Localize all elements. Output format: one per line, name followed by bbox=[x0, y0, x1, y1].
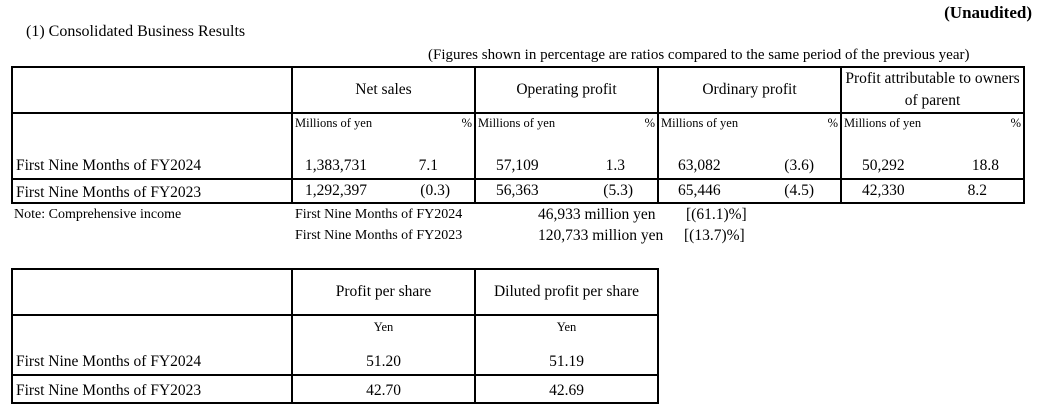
unit-percent: % bbox=[827, 116, 838, 130]
per-share-header-blank bbox=[11, 268, 293, 316]
pct-value: (3.6) bbox=[784, 157, 814, 174]
amount-value: 56,363 bbox=[496, 182, 539, 199]
profit-attributable-cell: 42,330 8.2 bbox=[840, 178, 1025, 204]
per-share-row-fy2024: First Nine Months of FY2024 Yen 51.20 Ye… bbox=[11, 314, 659, 376]
value: 51.20 bbox=[366, 353, 401, 370]
comprehensive-income-label: Note: Comprehensive income bbox=[14, 207, 182, 222]
profit-attributable-cell: Millions of yen % 50,292 18.8 bbox=[840, 112, 1025, 180]
header-profit-per-share: Profit per share bbox=[291, 268, 476, 316]
unit-millions-yen: Millions of yen bbox=[478, 116, 556, 130]
value: 42.70 bbox=[366, 382, 401, 399]
unit-millions-yen: Millions of yen bbox=[295, 116, 373, 130]
ordinary-profit-cell: Millions of yen % 63,082 (3.6) bbox=[657, 112, 842, 180]
results-row-fy2024: First Nine Months of FY2024 Millions of … bbox=[11, 112, 1025, 180]
per-share-table: Profit per share Diluted profit per shar… bbox=[11, 268, 659, 404]
row-label: First Nine Months of FY2024 bbox=[11, 314, 293, 376]
results-header-row: Net sales Operating profit Ordinary prof… bbox=[11, 66, 1025, 114]
pct-value: 7.1 bbox=[418, 157, 438, 174]
ordinary-profit-cell: 65,446 (4.5) bbox=[657, 178, 842, 204]
profit-per-share-cell: 42.70 bbox=[291, 374, 476, 404]
header-profit-attributable: Profit attributable to owners of parent bbox=[840, 66, 1025, 114]
results-table: Net sales Operating profit Ordinary prof… bbox=[11, 66, 1025, 204]
amount-value: 57,109 bbox=[496, 157, 539, 174]
unit-percent: % bbox=[461, 116, 472, 130]
unit-millions-yen: Millions of yen bbox=[661, 116, 739, 130]
header-operating-profit: Operating profit bbox=[474, 66, 659, 114]
results-row-fy2023: First Nine Months of FY2023 1,292,397 (0… bbox=[11, 178, 1025, 204]
pct-value: 18.8 bbox=[971, 157, 999, 174]
ci-period-fy2024: First Nine Months of FY2024 bbox=[295, 207, 463, 222]
ci-amount-fy2024: 46,933 million yen bbox=[538, 206, 656, 223]
unit-yen: Yen bbox=[556, 320, 577, 334]
row-label: First Nine Months of FY2024 bbox=[11, 112, 293, 180]
diluted-profit-per-share-cell: 42.69 bbox=[474, 374, 659, 404]
amount-value: 42,330 bbox=[862, 182, 905, 199]
figures-note: (Figures shown in percentage are ratios … bbox=[428, 47, 970, 63]
amount-value: 1,383,731 bbox=[305, 157, 367, 174]
section-title: (1) Consolidated Business Results bbox=[26, 23, 246, 40]
operating-profit-cell: 56,363 (5.3) bbox=[474, 178, 659, 204]
pct-value: (5.3) bbox=[603, 182, 633, 199]
value: 42.69 bbox=[549, 382, 584, 399]
net-sales-cell: Millions of yen % 1,383,731 7.1 bbox=[291, 112, 476, 180]
unit-percent: % bbox=[1010, 116, 1021, 130]
amount-value: 50,292 bbox=[862, 157, 905, 174]
amount-value: 1,292,397 bbox=[305, 182, 367, 199]
net-sales-cell: 1,292,397 (0.3) bbox=[291, 178, 476, 204]
amount-value: 65,446 bbox=[678, 182, 721, 199]
ci-amount-fy2023: 120,733 million yen bbox=[538, 227, 664, 244]
header-ordinary-profit: Ordinary profit bbox=[657, 66, 842, 114]
row-label: First Nine Months of FY2023 bbox=[11, 178, 293, 204]
pct-value: (4.5) bbox=[784, 182, 814, 199]
unaudited-label: (Unaudited) bbox=[944, 3, 1032, 22]
header-diluted-profit-per-share: Diluted profit per share bbox=[474, 268, 659, 316]
unit-yen: Yen bbox=[373, 320, 394, 334]
pct-value: 8.2 bbox=[967, 182, 987, 199]
profit-per-share-cell: Yen 51.20 bbox=[291, 314, 476, 376]
per-share-row-fy2023: First Nine Months of FY2023 42.70 42.69 bbox=[11, 374, 659, 404]
pct-value: 1.3 bbox=[605, 157, 625, 174]
ci-period-fy2023: First Nine Months of FY2023 bbox=[295, 228, 463, 243]
operating-profit-cell: Millions of yen % 57,109 1.3 bbox=[474, 112, 659, 180]
value: 51.19 bbox=[549, 353, 584, 370]
amount-value: 63,082 bbox=[678, 157, 721, 174]
pct-value: (0.3) bbox=[420, 182, 450, 199]
ci-pct-fy2024: [(61.1)%] bbox=[686, 206, 747, 223]
per-share-header-row: Profit per share Diluted profit per shar… bbox=[11, 268, 659, 316]
unit-millions-yen: Millions of yen bbox=[844, 116, 922, 130]
unit-percent: % bbox=[644, 116, 655, 130]
header-net-sales: Net sales bbox=[291, 66, 476, 114]
diluted-profit-per-share-cell: Yen 51.19 bbox=[474, 314, 659, 376]
ci-pct-fy2023: [(13.7)%] bbox=[684, 227, 745, 244]
row-label: First Nine Months of FY2023 bbox=[11, 374, 293, 404]
results-header-blank bbox=[11, 66, 293, 114]
